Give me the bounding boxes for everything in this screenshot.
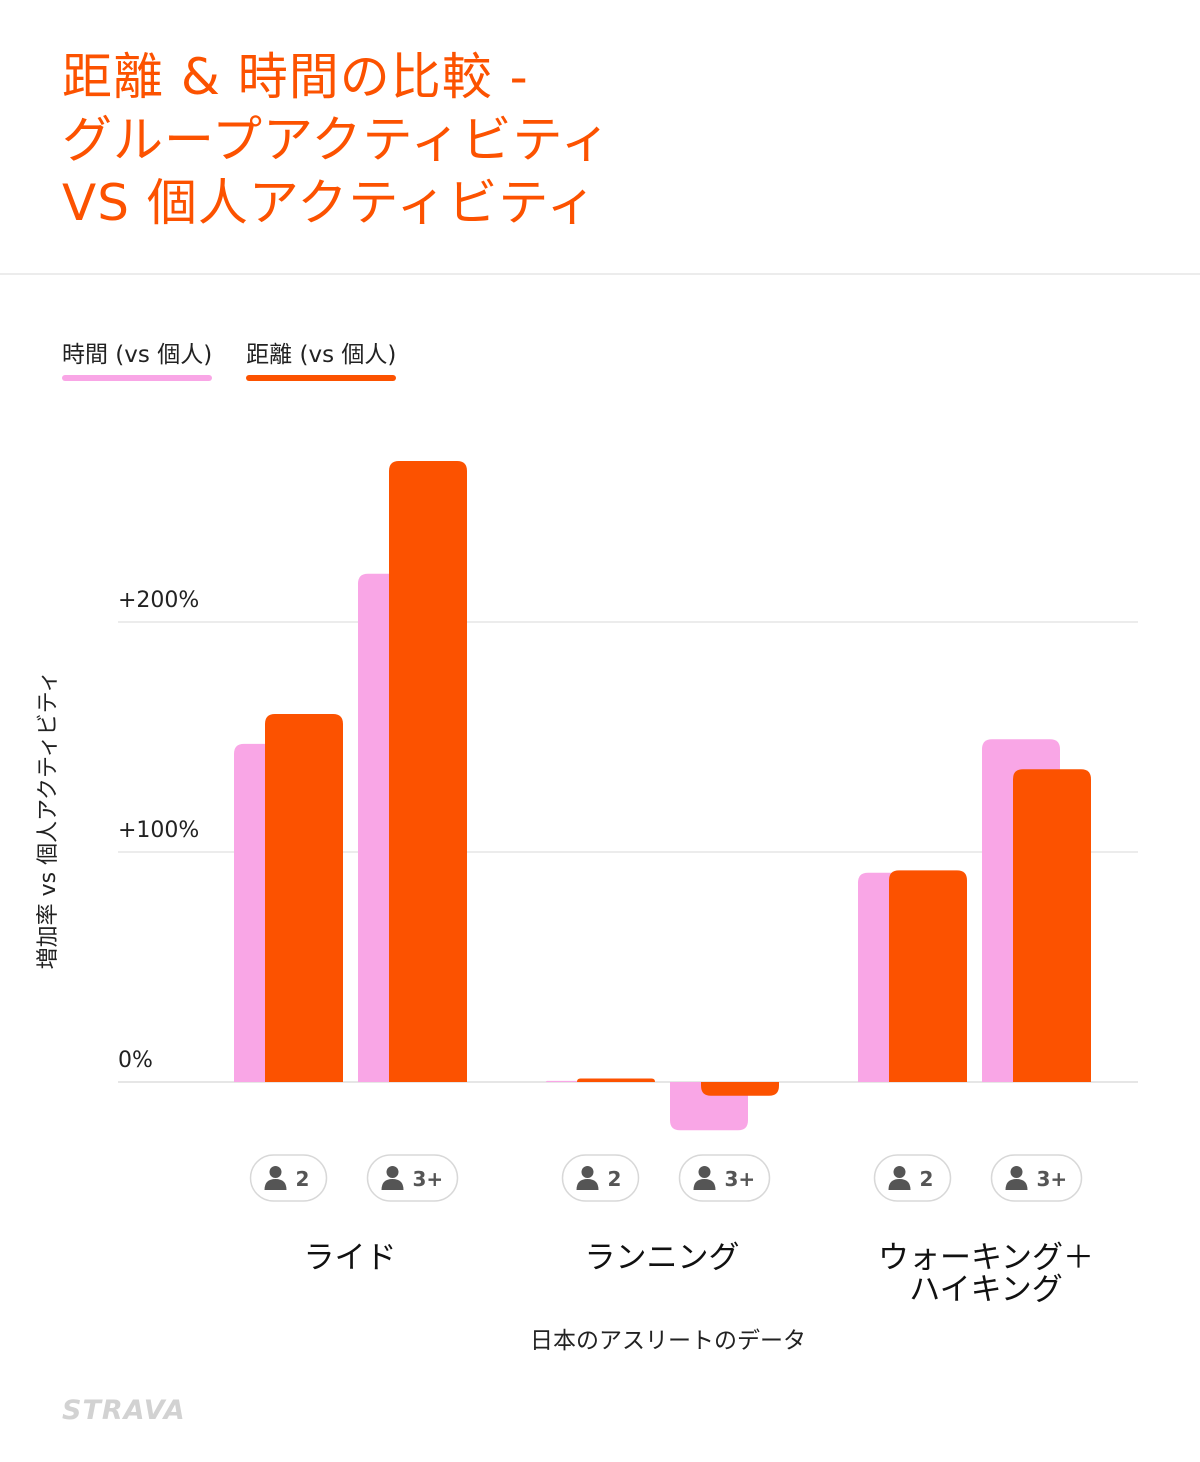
chart-title: 距離 & 時間の比較 - グループアクティビティ VS 個人アクティビティ — [62, 46, 612, 235]
participants-pill — [561, 1154, 640, 1202]
participants-pill — [873, 1154, 952, 1202]
person-icon-body — [576, 1179, 599, 1190]
x-axis-label: 日本のアスリートのデータ — [530, 1328, 806, 1354]
bar-distance — [701, 1082, 779, 1096]
title-line-3: VS 個人アクティビティ — [62, 174, 598, 232]
legend-swatch-distance — [246, 375, 397, 381]
category-label: ランニング — [585, 1240, 740, 1276]
person-icon — [893, 1166, 906, 1178]
y-tick-label: 0% — [118, 1048, 153, 1073]
person-icon — [581, 1166, 594, 1178]
y-tick-label: +200% — [118, 588, 199, 613]
legend-item-time: 時間 (vs 個人) — [62, 335, 213, 381]
person-icon-body — [693, 1179, 716, 1190]
bar-distance — [889, 870, 967, 1082]
participants-pill — [249, 1154, 328, 1202]
person-icon — [1010, 1166, 1023, 1178]
person-icon — [386, 1166, 399, 1178]
category-label: ハイキング — [909, 1272, 1062, 1308]
category-label: ライド — [304, 1240, 397, 1276]
header-divider — [0, 273, 1200, 275]
participants-count-label: 2 — [920, 1167, 934, 1191]
person-icon-body — [381, 1179, 404, 1190]
legend-label-distance: 距離 (vs 個人) — [246, 342, 397, 368]
legend-swatch-time — [62, 375, 213, 381]
participants-count-label: 3+ — [413, 1167, 444, 1191]
title-line-1: 距離 & 時間の比較 - — [62, 48, 529, 106]
person-icon-body — [264, 1179, 287, 1190]
bar-distance — [1013, 769, 1091, 1082]
person-icon-body — [888, 1179, 911, 1190]
title-line-2: グループアクティビティ — [62, 111, 612, 169]
bar-distance — [389, 461, 467, 1082]
legend-item-distance: 距離 (vs 個人) — [246, 335, 397, 381]
legend-label-time: 時間 (vs 個人) — [62, 342, 213, 368]
y-tick-label: +100% — [118, 818, 199, 843]
participants-count-label: 3+ — [725, 1167, 756, 1191]
person-icon — [698, 1166, 711, 1178]
bar-distance — [265, 714, 343, 1082]
person-icon — [269, 1166, 282, 1178]
bar-distance — [577, 1078, 655, 1082]
category-label: ウォーキング＋ — [878, 1240, 1094, 1276]
participants-count-label: 2 — [296, 1167, 310, 1191]
participants-count-label: 3+ — [1037, 1167, 1068, 1191]
person-icon-body — [1005, 1179, 1028, 1190]
participants-count-label: 2 — [608, 1167, 622, 1191]
chart-legend: 時間 (vs 個人) 距離 (vs 個人) — [62, 335, 397, 381]
strava-logo: STRAVA — [62, 1395, 186, 1426]
